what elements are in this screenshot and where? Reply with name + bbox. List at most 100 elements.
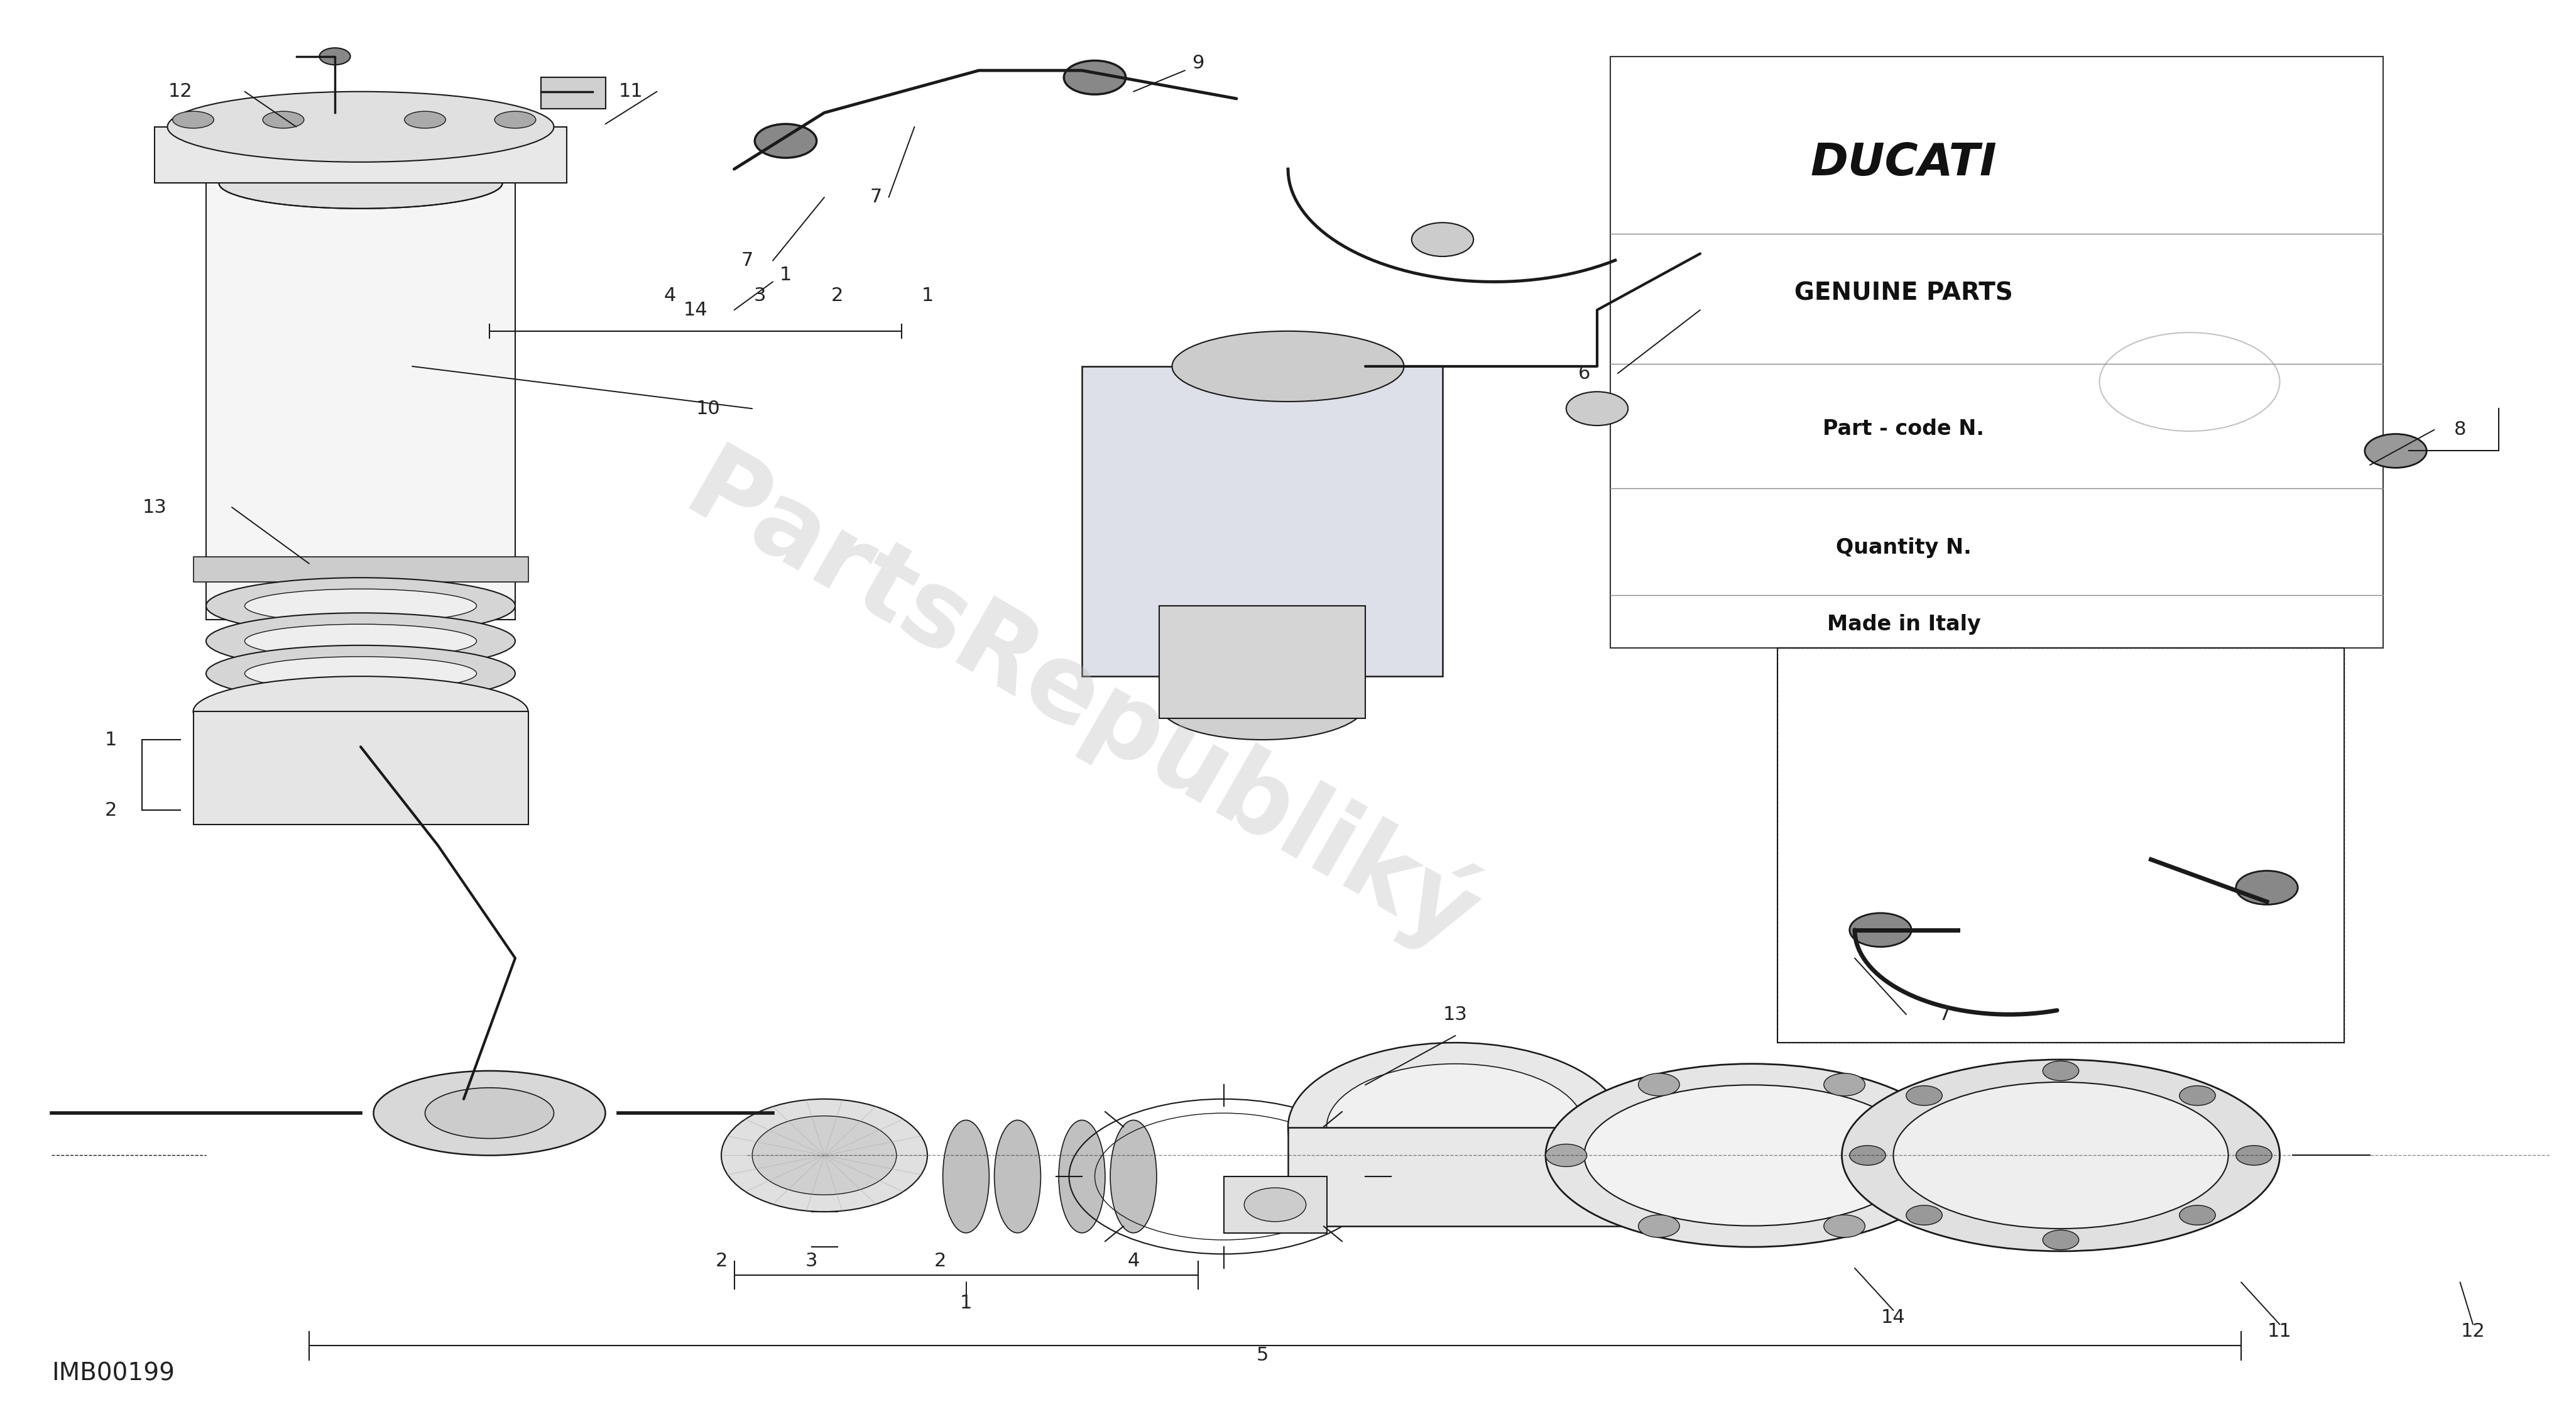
Text: 14: 14 [1880,1309,1906,1326]
Text: 11: 11 [618,83,644,100]
Circle shape [2099,333,2280,431]
Text: 10: 10 [696,400,721,417]
Ellipse shape [193,676,528,747]
Bar [193,557,528,582]
Ellipse shape [374,1071,605,1155]
Ellipse shape [2179,1205,2215,1224]
Ellipse shape [1064,61,1126,94]
Ellipse shape [425,1088,554,1138]
Ellipse shape [1110,1120,1157,1233]
Text: 6: 6 [1579,365,1589,382]
Ellipse shape [755,124,817,158]
Text: 1: 1 [106,731,116,748]
Ellipse shape [2365,434,2427,468]
Text: 14: 14 [683,302,708,318]
Ellipse shape [1172,331,1404,402]
Ellipse shape [173,111,214,128]
Ellipse shape [1824,1215,1865,1237]
Text: Quantity N.: Quantity N. [1837,537,1971,558]
Ellipse shape [2236,1146,2272,1165]
Ellipse shape [404,111,446,128]
Ellipse shape [206,578,515,634]
Ellipse shape [1638,1074,1680,1096]
Bar [541,77,605,108]
Text: 4: 4 [665,287,675,304]
Ellipse shape [994,1120,1041,1233]
Ellipse shape [2043,1230,2079,1250]
Text: 11: 11 [2267,1323,2293,1340]
Ellipse shape [206,613,515,669]
Circle shape [2009,283,2370,480]
Text: 13: 13 [1443,1006,1468,1023]
Text: 13: 13 [142,499,167,516]
Bar [206,169,515,620]
Text: DUCATI: DUCATI [1811,141,1996,185]
Text: 4: 4 [1128,1253,1139,1270]
Text: 3: 3 [806,1253,817,1270]
Ellipse shape [1906,1086,1942,1106]
Text: 12: 12 [2460,1323,2486,1340]
Ellipse shape [1159,669,1365,740]
Bar [1777,648,2344,1043]
Text: 1: 1 [922,287,933,304]
Ellipse shape [1244,1188,1306,1222]
Text: 7: 7 [742,252,752,269]
Text: 8: 8 [2455,421,2465,438]
Text: Part - code N.: Part - code N. [1824,418,1984,440]
Bar [1159,606,1365,719]
Text: IMB00199: IMB00199 [52,1363,175,1385]
Ellipse shape [1906,1205,1942,1224]
Text: Made in Italy: Made in Italy [1826,614,1981,635]
Text: 1: 1 [961,1295,971,1312]
Ellipse shape [1546,1144,1587,1167]
Ellipse shape [1412,223,1473,256]
Ellipse shape [2043,1061,2079,1081]
Ellipse shape [2179,1086,2215,1106]
Ellipse shape [219,158,502,209]
Ellipse shape [167,92,554,162]
Bar [1082,366,1443,676]
Ellipse shape [1059,1120,1105,1233]
Text: 2: 2 [832,287,842,304]
Bar [1610,56,2383,648]
Bar [1224,1177,1327,1233]
Ellipse shape [1546,1064,1958,1247]
Text: 9: 9 [1193,55,1203,72]
Text: 5: 5 [1257,1347,1267,1364]
Ellipse shape [752,1116,896,1195]
Ellipse shape [943,1120,989,1233]
Ellipse shape [1842,1060,2280,1251]
Ellipse shape [263,111,304,128]
Ellipse shape [245,589,477,623]
Bar [1288,1127,1623,1226]
Bar [193,712,528,824]
Ellipse shape [319,48,350,65]
Ellipse shape [1850,1146,1886,1165]
Ellipse shape [245,624,477,658]
Text: 2: 2 [106,802,116,819]
Ellipse shape [495,111,536,128]
Ellipse shape [1566,392,1628,426]
Text: 2: 2 [935,1253,945,1270]
Ellipse shape [1584,1085,1919,1226]
Ellipse shape [1638,1215,1680,1237]
Ellipse shape [2236,871,2298,905]
Text: 7: 7 [1940,1006,1950,1023]
Ellipse shape [1850,913,1911,947]
Text: 12: 12 [167,83,193,100]
Ellipse shape [206,645,515,702]
Text: 3: 3 [755,287,765,304]
Bar [155,127,567,183]
Text: 2: 2 [716,1253,726,1270]
Ellipse shape [1893,1082,2228,1229]
Text: PartsRepubliký: PartsRepubliký [667,434,1497,975]
Text: 7: 7 [871,189,881,206]
Text: GENUINE PARTS: GENUINE PARTS [1795,282,2012,304]
Ellipse shape [1327,1064,1584,1191]
Ellipse shape [1288,1043,1623,1212]
Ellipse shape [1917,1144,1958,1167]
Ellipse shape [1824,1074,1865,1096]
Ellipse shape [245,657,477,690]
Ellipse shape [721,1099,927,1212]
Text: 1: 1 [781,266,791,283]
